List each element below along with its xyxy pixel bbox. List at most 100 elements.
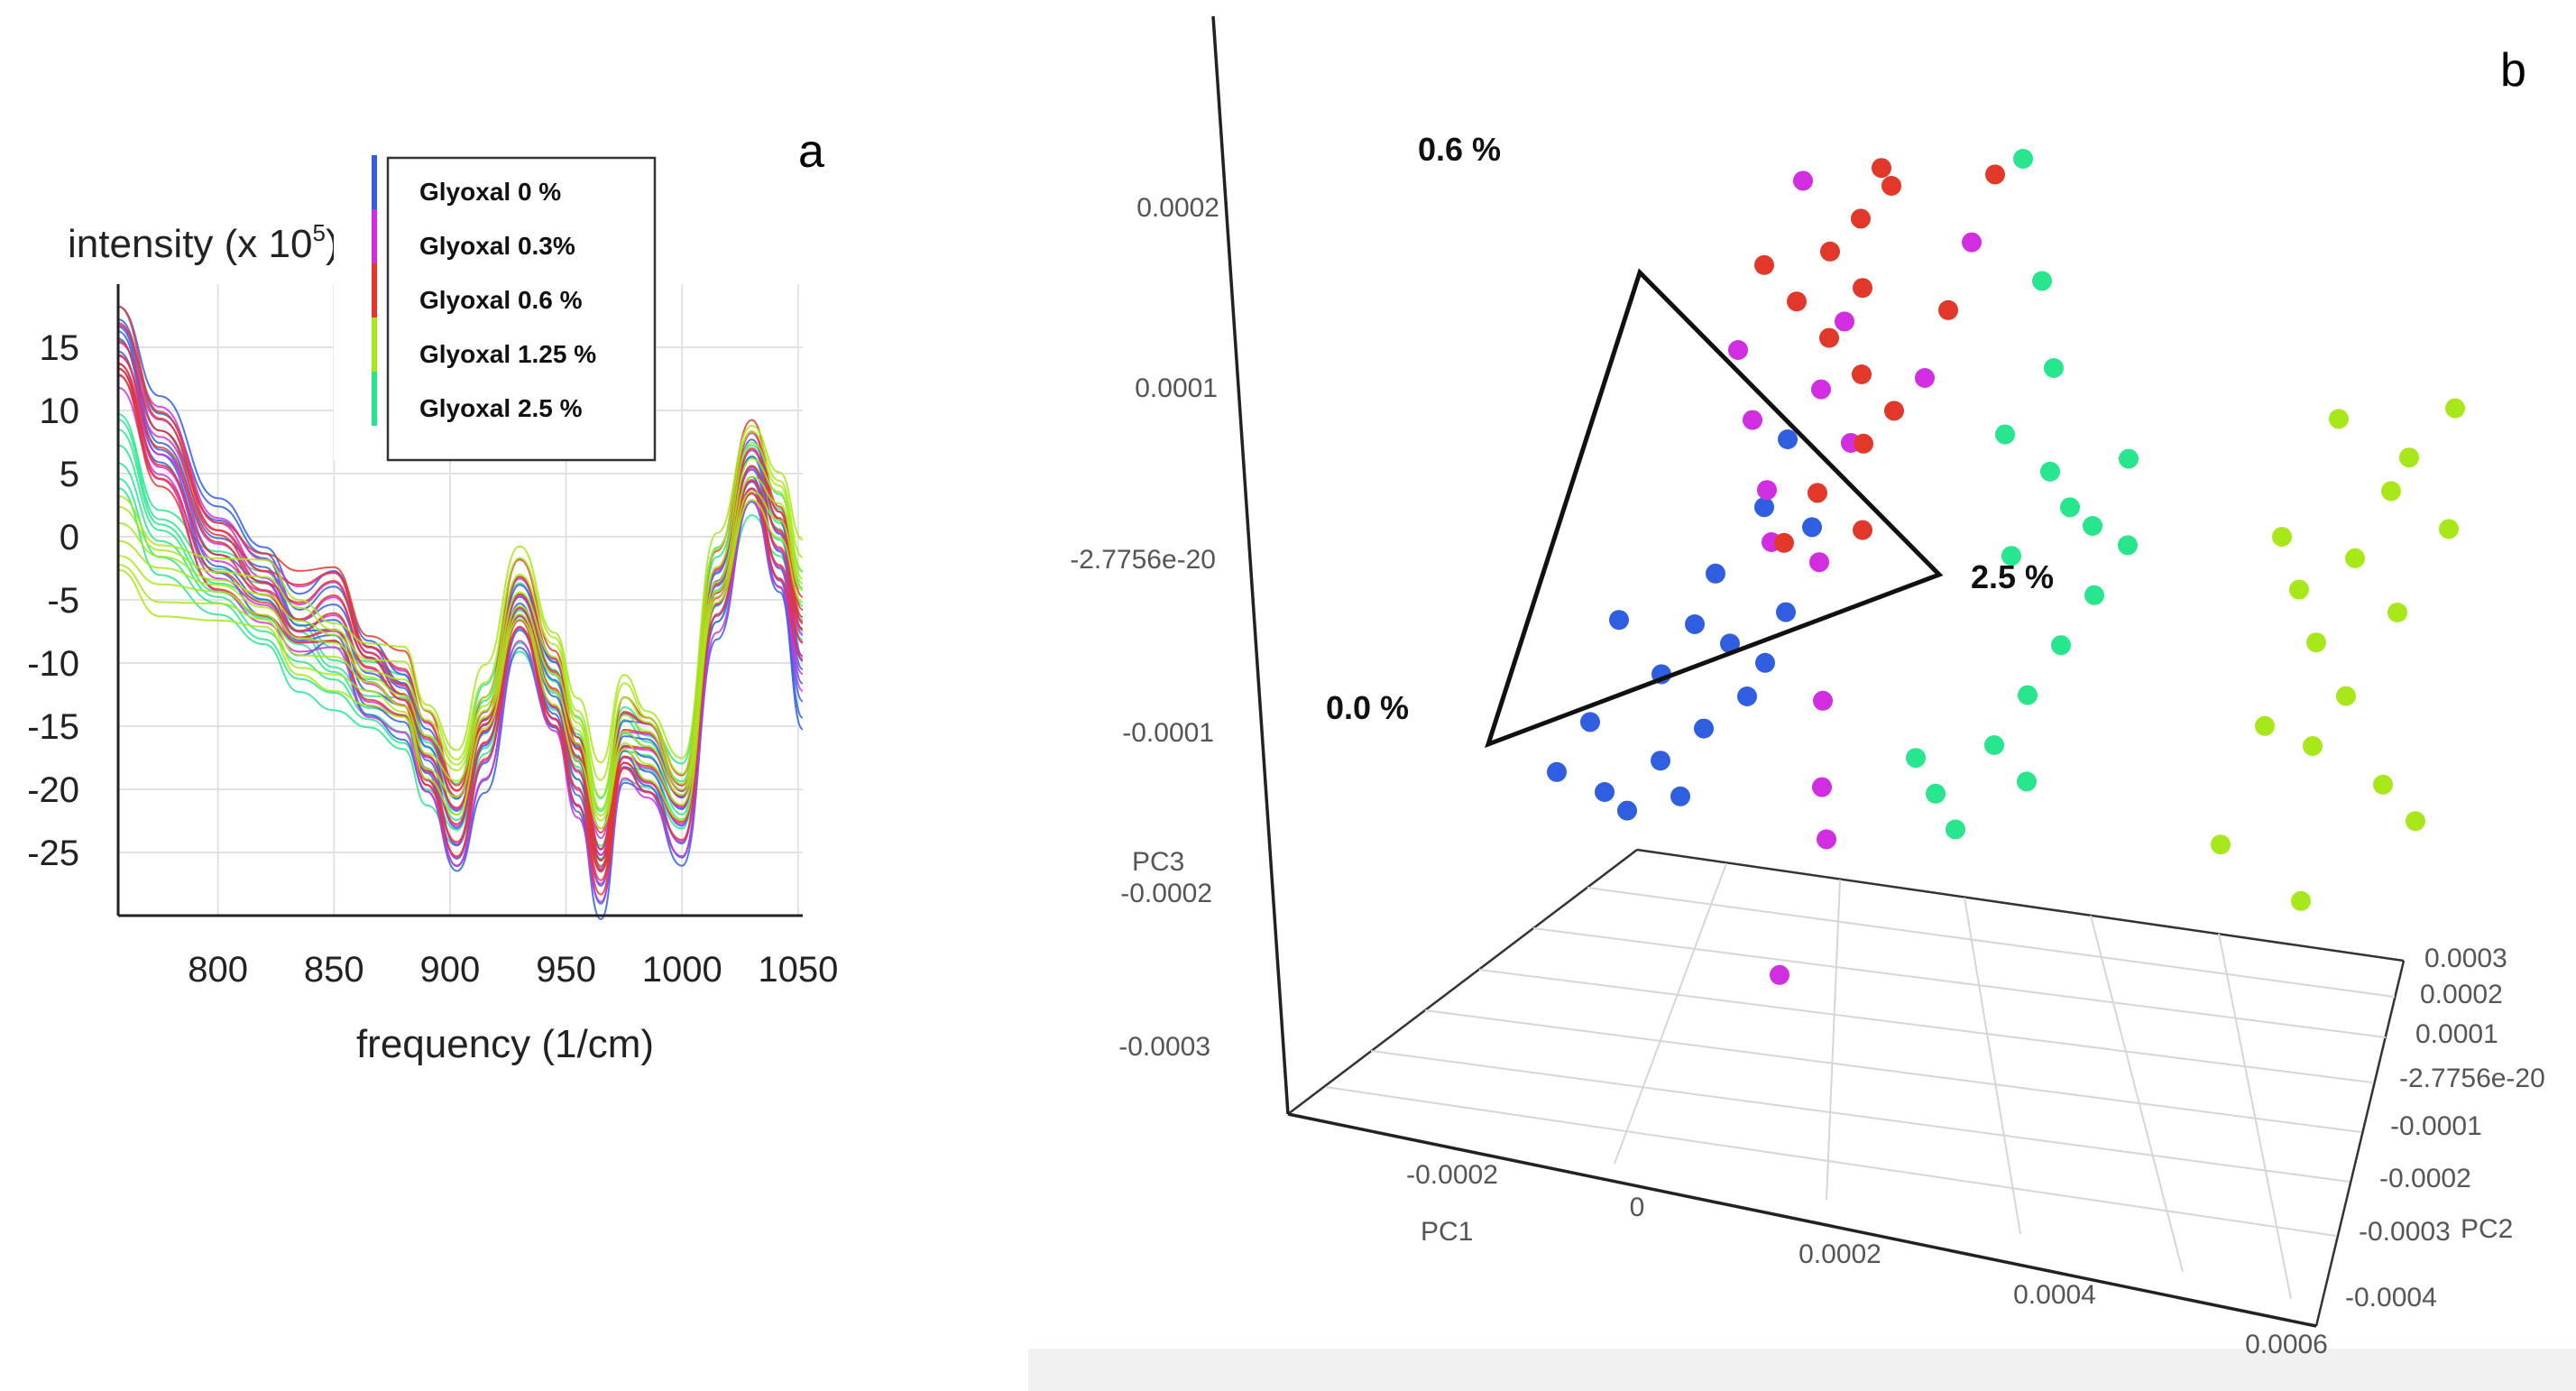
x-axis-title: frequency (1/cm) (356, 1022, 654, 1066)
point-glyoxal-0-3-1 (1728, 340, 1748, 360)
centroid-triangle (1485, 268, 1944, 749)
point-glyoxal-2-5-8 (2084, 585, 2104, 605)
x-tick-800: 800 (188, 950, 248, 990)
point-glyoxal-2-5-7 (2083, 516, 2102, 536)
point-glyoxal-0-3-13 (1770, 964, 1789, 985)
point-glyoxal-0-6-9 (1774, 532, 1794, 553)
point-glyoxal-0-5 (1720, 633, 1740, 654)
triangle-label-2-5: 2.5 % (1971, 558, 2054, 595)
point-glyoxal-0-0 (1595, 782, 1615, 802)
point-glyoxal-0-6-15 (1881, 176, 1901, 196)
point-glyoxal-2-5-6 (2001, 546, 2021, 567)
point-glyoxal-0-3-7 (1809, 552, 1829, 573)
y-tick-25: -25 (27, 834, 79, 873)
point-glyoxal-0-7 (1651, 751, 1670, 771)
pc2-tick-2: 0.0001 (2415, 1019, 2498, 1049)
point-glyoxal-0-6-6 (1852, 364, 1872, 384)
point-glyoxal-1-25-11 (2445, 398, 2465, 419)
legend-label-glyoxal-1-25: Glyoxal 1.25 % (419, 340, 596, 368)
y-tick-15: -15 (27, 707, 79, 747)
point-glyoxal-1-25-14 (2406, 811, 2425, 832)
y-tick-labels: 15 10 5 0 -5 -10 -15 -20 -25 (27, 328, 79, 873)
y-axis-title: intensity (x 105) (68, 219, 339, 266)
point-glyoxal-2-5-3 (1995, 424, 2015, 445)
point-glyoxal-0-8 (1776, 602, 1796, 622)
point-glyoxal-0-12 (1617, 800, 1637, 821)
pc1-tick-4: 0.0006 (2245, 1330, 2328, 1359)
point-glyoxal-0-6-14 (1872, 158, 1891, 179)
point-glyoxal-2-5-2 (2044, 358, 2064, 378)
point-glyoxal-0-6-7 (1854, 433, 1873, 454)
spectra-lines (117, 305, 804, 920)
point-glyoxal-2-5-12 (1926, 783, 1946, 804)
point-glyoxal-0-9 (1547, 761, 1567, 782)
legend-box (386, 156, 657, 462)
point-glyoxal-2-5-15 (2119, 448, 2139, 469)
point-glyoxal-1-25-8 (2373, 774, 2393, 795)
point-glyoxal-0-10 (1694, 718, 1714, 739)
y-tick-15: 15 (40, 328, 80, 368)
pc3-tick-0: 0.0002 (1136, 193, 1219, 223)
point-glyoxal-0-3-9 (1812, 777, 1832, 797)
point-glyoxal-0-6-8 (1808, 483, 1827, 503)
point-glyoxal-0-3-12 (1962, 232, 1982, 253)
legend-label-glyoxal-2-5: Glyoxal 2.5 % (419, 394, 583, 422)
legend-swatch-glyoxal-1-25 (372, 318, 377, 372)
pc3-tick-5: -0.0003 (1118, 1032, 1210, 1062)
point-glyoxal-0-13 (1802, 517, 1822, 538)
triangle-label-0-6: 0.6 % (1418, 131, 1501, 168)
point-glyoxal-0-3-10 (1817, 829, 1836, 850)
pc3-tick-4: -0.0002 (1120, 879, 1212, 908)
legend: Glyoxal 0 % Glyoxal 0.3% Glyoxal 0.6 % Glyo… (334, 149, 657, 462)
floor-right-edge (2314, 960, 2406, 1327)
point-glyoxal-2-5-17 (2017, 771, 2037, 792)
x-tick-1050: 1050 (758, 950, 838, 990)
point-glyoxal-1-25-12 (2329, 409, 2349, 429)
point-glyoxal-2-5-5 (2060, 497, 2080, 518)
point-glyoxal-0-4 (1580, 712, 1600, 732)
pc3-axis-title: PC3 (1132, 847, 1184, 877)
point-glyoxal-1-25-2 (2306, 632, 2326, 653)
point-glyoxal-1-25-3 (2345, 548, 2365, 568)
y-tick-5: -5 (47, 581, 79, 621)
spectrum-glyoxal-1-25-2 (117, 475, 804, 817)
legend-label-glyoxal-0-3: Glyoxal 0.3% (419, 232, 575, 260)
pc1-tick-1: 0 (1630, 1193, 1645, 1222)
point-glyoxal-0-6-3 (1819, 327, 1839, 348)
spectrum-glyoxal-1-25-6 (117, 425, 804, 764)
pc2-tick-3: -2.7756e-20 (2399, 1064, 2545, 1093)
point-glyoxal-0-3-8 (1813, 690, 1833, 711)
spectrum-glyoxal-1-25-0 (117, 499, 804, 830)
pc2-tick-labels: 0.0003 0.0002 0.0001 -2.7756e-20 -0.0001 -0.0… (2345, 944, 2545, 1313)
floor-plane (1287, 848, 2406, 1328)
point-glyoxal-0-6-2 (1820, 241, 1840, 262)
point-glyoxal-1-25-4 (2381, 481, 2401, 502)
point-glyoxal-2-5-4 (2040, 461, 2060, 482)
point-glyoxal-0-3-0 (1793, 170, 1813, 191)
point-glyoxal-0-6-0 (1754, 254, 1774, 275)
x-tick-1000: 1000 (642, 950, 722, 990)
x-tick-900: 900 (420, 950, 481, 990)
y-tick-0: 0 (60, 518, 79, 557)
point-glyoxal-1-25-6 (2336, 686, 2356, 706)
pc1-tick-labels: -0.0002 0 0.0002 0.0004 0.0006 (1406, 1160, 2328, 1359)
point-glyoxal-2-5-11 (1984, 735, 2004, 755)
floor-left-edge (1287, 849, 1638, 1115)
pc1-tick-2: 0.0002 (1799, 1239, 1881, 1269)
pc3-tick-1: 0.0001 (1135, 373, 1218, 403)
pc2-axis-title: PC2 (2461, 1214, 2513, 1244)
bottom-strip (1028, 1349, 2576, 1391)
spectrum-glyoxal-1-25-3 (117, 457, 804, 810)
point-glyoxal-2-5-0 (2013, 149, 2033, 169)
pc1-tick-0: -0.0002 (1406, 1160, 1498, 1190)
floor-fill (1288, 850, 2404, 1326)
y-tick-10: 10 (40, 392, 80, 431)
point-glyoxal-0-14 (1754, 497, 1774, 518)
pc2-tick-5: -0.0002 (2379, 1164, 2471, 1193)
pc2-tick-0: 0.0003 (2424, 944, 2507, 973)
scatter-points (1547, 149, 2465, 985)
triangle-label-0-0: 0.0 % (1326, 689, 1409, 726)
panel-b-letter: b (2500, 44, 2526, 97)
point-glyoxal-0-16 (1670, 786, 1690, 806)
